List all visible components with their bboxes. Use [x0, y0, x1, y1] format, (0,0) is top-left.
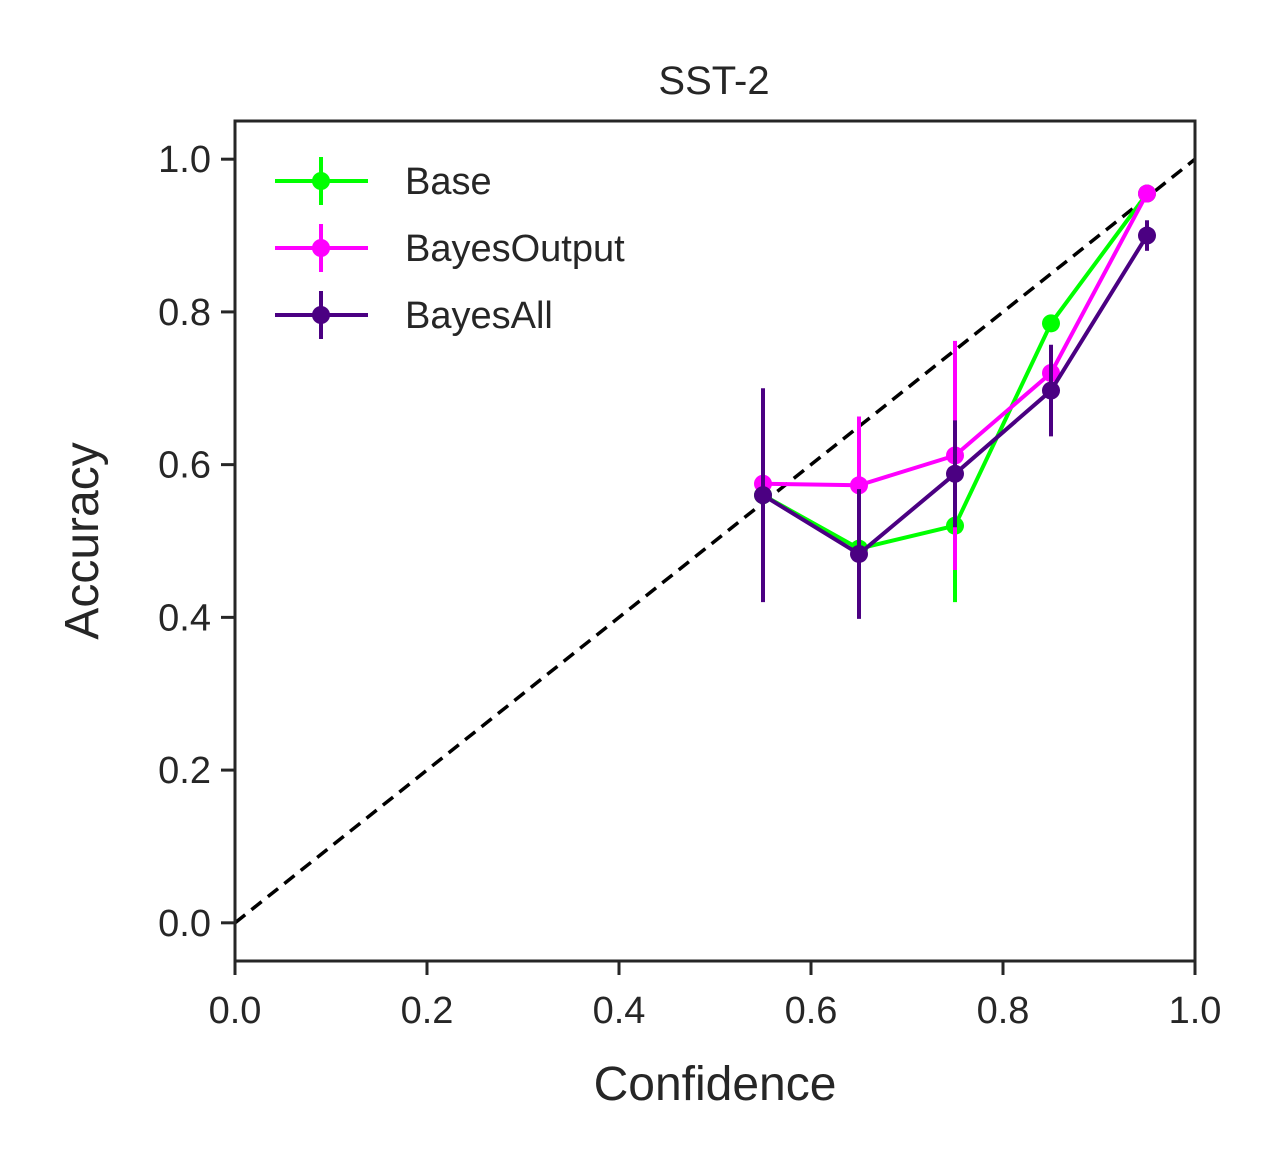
legend-label: BayesAll — [405, 295, 553, 337]
x-tick-label: 0.8 — [977, 990, 1030, 1032]
perfect-calibration-line — [233, 157, 1197, 925]
x-axis-label: Confidence — [594, 1058, 837, 1111]
chart-title: SST-2 — [658, 59, 769, 103]
y-tick-label: 0.6 — [158, 445, 211, 487]
y-tick-label: 0.0 — [158, 903, 211, 945]
data-point — [1138, 226, 1156, 245]
legend-entry-bayesoutput: BayesOutput — [275, 224, 625, 272]
x-tick-label: 1.0 — [1169, 990, 1222, 1032]
plot-area — [233, 157, 1197, 925]
y-tick-label: 0.4 — [158, 597, 211, 639]
data-point — [1042, 314, 1060, 333]
x-tick-label: 0.6 — [785, 990, 838, 1032]
y-tick-label: 0.2 — [158, 750, 211, 792]
data-point — [1138, 184, 1156, 203]
legend-entry-bayesall: BayesAll — [275, 291, 553, 339]
legend-label: BayesOutput — [405, 228, 625, 270]
legend-marker — [312, 239, 330, 257]
x-tick-label: 0.2 — [401, 990, 454, 1032]
y-axis: 0.0 0.2 0.4 0.6 0.8 1.0 — [158, 139, 235, 945]
y-tick-label: 0.8 — [158, 292, 211, 334]
data-point — [850, 544, 868, 563]
y-axis-label: Accuracy — [56, 442, 109, 639]
x-tick-label: 0.4 — [593, 990, 646, 1032]
y-tick-label: 1.0 — [158, 139, 211, 181]
x-tick-label: 0.0 — [209, 990, 262, 1032]
data-point — [1042, 381, 1060, 400]
data-point — [850, 476, 868, 495]
data-point — [754, 486, 772, 505]
legend-marker — [312, 306, 330, 324]
x-axis: 0.0 0.2 0.4 0.6 0.8 1.0 — [209, 961, 1222, 1032]
legend-marker — [312, 172, 330, 190]
plot-frame — [233, 119, 1197, 963]
legend: Base BayesOutput BayesAll — [275, 157, 625, 339]
data-point — [946, 464, 964, 483]
legend-entry-base: Base — [275, 157, 492, 205]
legend-label: Base — [405, 161, 492, 203]
series-bayesall — [754, 220, 1156, 619]
